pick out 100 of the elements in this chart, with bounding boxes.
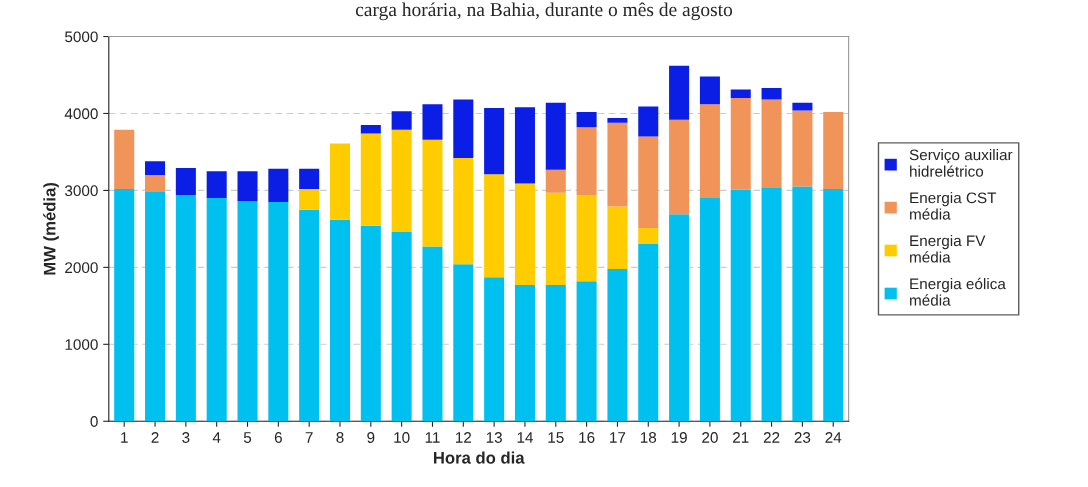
bar <box>484 277 505 422</box>
bar <box>145 161 166 176</box>
y-axis-title: MW (média) <box>43 182 59 275</box>
y-tick-label: 2000 <box>65 262 98 274</box>
bar <box>576 195 597 282</box>
x-tick-label: 19 <box>671 432 687 443</box>
bar <box>669 65 690 120</box>
x-tick-label: 17 <box>610 432 626 443</box>
x-tick-label: 7 <box>305 432 313 443</box>
bar <box>638 136 659 229</box>
bar <box>391 129 412 232</box>
bar <box>237 171 258 202</box>
legend-label: Energia CST média <box>910 192 997 220</box>
bar <box>638 243 659 422</box>
bar <box>607 122 628 207</box>
bar <box>730 89 751 99</box>
legend-label: Energia eólica média <box>910 277 1006 306</box>
bar <box>422 246 443 422</box>
y-tick-label: 4000 <box>64 108 98 120</box>
x-tick-label: 20 <box>702 432 718 443</box>
bar <box>699 76 720 105</box>
bar <box>607 268 628 422</box>
x-tick-label: 5 <box>243 432 252 443</box>
bar <box>638 228 659 244</box>
bar <box>761 99 782 188</box>
bar <box>792 186 813 422</box>
y-tick-label: 0 <box>90 416 98 427</box>
bar <box>638 106 659 137</box>
bar <box>514 183 535 286</box>
bar <box>145 191 166 422</box>
bar <box>299 188 320 210</box>
y-tick-label: 5000 <box>65 31 98 43</box>
bar <box>823 111 844 189</box>
bar <box>453 99 474 159</box>
x-tick-label: 3 <box>182 432 190 443</box>
x-tick-label: 21 <box>733 432 749 443</box>
bar <box>299 168 320 189</box>
x-tick-label: 22 <box>763 432 780 443</box>
bar <box>823 188 844 422</box>
bar <box>545 192 566 286</box>
bar <box>761 187 782 422</box>
bar <box>699 104 720 199</box>
bar <box>484 108 505 175</box>
bar <box>669 214 690 422</box>
bar <box>607 118 628 123</box>
bar <box>514 107 535 184</box>
bar <box>329 143 351 220</box>
x-tick-label: 4 <box>212 432 221 443</box>
bar <box>114 129 135 189</box>
bar <box>545 285 566 422</box>
y-tick-label: 1000 <box>65 339 98 350</box>
bar <box>792 110 813 187</box>
bar <box>699 198 720 422</box>
bar <box>329 219 351 422</box>
bar <box>268 201 289 422</box>
bar <box>514 285 535 422</box>
bar <box>453 264 474 422</box>
x-tick-label: 18 <box>640 432 657 443</box>
bar <box>669 119 690 215</box>
bar <box>730 98 751 190</box>
bar <box>114 188 135 422</box>
x-tick-label: 14 <box>517 432 534 443</box>
bar <box>484 174 505 278</box>
bar <box>730 189 751 422</box>
x-tick-label: 23 <box>794 432 811 443</box>
bar <box>237 201 258 422</box>
bar <box>607 206 628 269</box>
x-tick-label: 12 <box>455 432 472 443</box>
bar <box>422 139 443 247</box>
x-tick-label: 24 <box>825 432 842 443</box>
bar <box>545 169 566 193</box>
bar <box>268 168 289 202</box>
bar <box>576 127 597 196</box>
bar <box>576 111 597 128</box>
bar <box>360 225 381 422</box>
x-tick-label: 8 <box>336 432 344 443</box>
legend-label: Energia FV média <box>910 234 986 263</box>
bar <box>761 88 782 100</box>
bar <box>206 171 227 199</box>
bar <box>145 175 166 192</box>
legend-label: Serviço auxiliar hidrelétrico <box>909 149 1013 177</box>
bar <box>299 209 320 422</box>
bar <box>545 102 566 170</box>
x-tick-label: 11 <box>425 432 440 443</box>
bar <box>576 281 597 422</box>
x-tick-label: 9 <box>367 432 375 443</box>
x-tick-label: 16 <box>579 432 595 443</box>
bar <box>453 158 474 265</box>
x-tick-label: 13 <box>486 432 502 443</box>
bar <box>792 102 813 111</box>
bar <box>175 195 196 422</box>
y-tick-label: 3000 <box>64 185 98 197</box>
x-tick-label: 2 <box>151 432 159 443</box>
x-tick-label: 6 <box>274 432 282 443</box>
bar <box>360 125 381 134</box>
bar <box>391 111 412 130</box>
chart-title: carga horária, na Bahia, durante o mês de agosto <box>355 2 733 21</box>
bar <box>175 168 196 196</box>
x-axis-title: Hora do dia <box>434 451 525 464</box>
bar <box>206 198 227 422</box>
